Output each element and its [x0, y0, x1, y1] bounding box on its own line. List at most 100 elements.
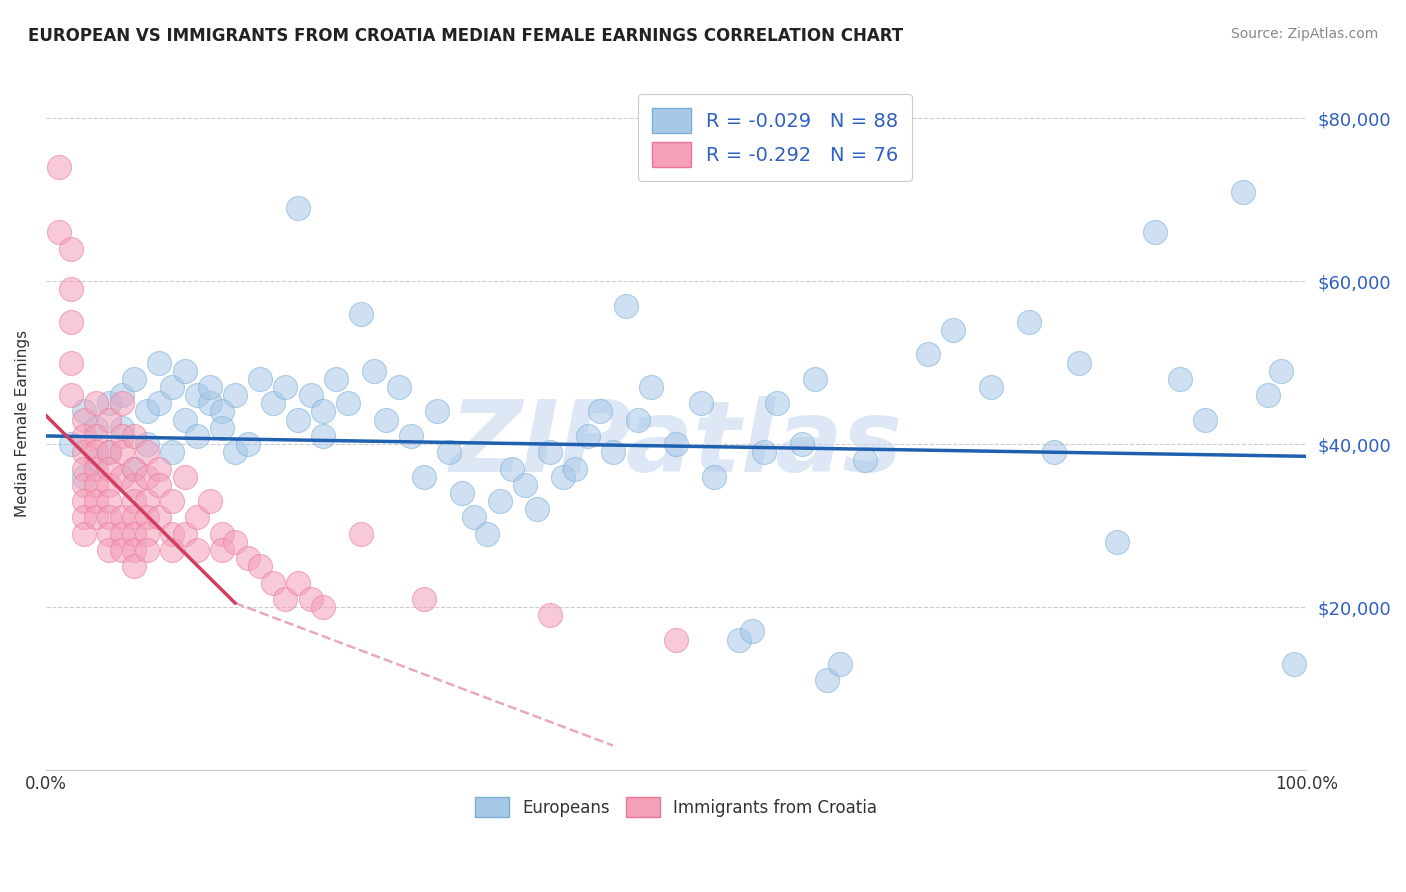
Point — [173, 364, 195, 378]
Point — [236, 437, 259, 451]
Point — [86, 421, 108, 435]
Point — [513, 478, 536, 492]
Point — [122, 461, 145, 475]
Point — [122, 372, 145, 386]
Point — [60, 388, 83, 402]
Point — [526, 502, 548, 516]
Point — [73, 494, 96, 508]
Point — [211, 404, 233, 418]
Point — [86, 461, 108, 475]
Point — [198, 380, 221, 394]
Point — [287, 201, 309, 215]
Point — [98, 510, 121, 524]
Point — [413, 469, 436, 483]
Point — [450, 486, 472, 500]
Point — [86, 396, 108, 410]
Point — [274, 380, 297, 394]
Point — [551, 469, 574, 483]
Point — [488, 494, 510, 508]
Point — [274, 591, 297, 606]
Point — [211, 543, 233, 558]
Point — [173, 412, 195, 426]
Point — [325, 372, 347, 386]
Point — [224, 445, 246, 459]
Point — [110, 396, 132, 410]
Point — [148, 478, 170, 492]
Text: ZIPatlas: ZIPatlas — [450, 396, 903, 493]
Point — [754, 445, 776, 459]
Point — [665, 632, 688, 647]
Point — [60, 282, 83, 296]
Point — [122, 429, 145, 443]
Point — [110, 421, 132, 435]
Point — [388, 380, 411, 394]
Point — [135, 469, 157, 483]
Point — [122, 461, 145, 475]
Point — [86, 445, 108, 459]
Point — [98, 494, 121, 508]
Point — [110, 510, 132, 524]
Point — [1194, 412, 1216, 426]
Point — [135, 437, 157, 451]
Point — [690, 396, 713, 410]
Point — [186, 429, 208, 443]
Point — [110, 429, 132, 443]
Point — [790, 437, 813, 451]
Point — [122, 494, 145, 508]
Point — [1168, 372, 1191, 386]
Point — [337, 396, 360, 410]
Point — [86, 494, 108, 508]
Point — [350, 526, 373, 541]
Point — [60, 356, 83, 370]
Point — [1018, 315, 1040, 329]
Point — [224, 534, 246, 549]
Point — [173, 526, 195, 541]
Point — [703, 469, 725, 483]
Point — [439, 445, 461, 459]
Point — [160, 380, 183, 394]
Point — [728, 632, 751, 647]
Point — [122, 559, 145, 574]
Point — [1043, 445, 1066, 459]
Point — [110, 543, 132, 558]
Point — [110, 526, 132, 541]
Point — [312, 404, 335, 418]
Point — [198, 494, 221, 508]
Point — [211, 526, 233, 541]
Point — [73, 469, 96, 483]
Point — [917, 347, 939, 361]
Point — [741, 624, 763, 639]
Point — [73, 445, 96, 459]
Point — [413, 591, 436, 606]
Point — [148, 396, 170, 410]
Point — [135, 510, 157, 524]
Point — [287, 412, 309, 426]
Point — [1232, 185, 1254, 199]
Point — [198, 396, 221, 410]
Point — [614, 299, 637, 313]
Point — [665, 437, 688, 451]
Point — [401, 429, 423, 443]
Point — [312, 429, 335, 443]
Point — [299, 388, 322, 402]
Point — [501, 461, 523, 475]
Point — [135, 494, 157, 508]
Point — [98, 526, 121, 541]
Point — [122, 526, 145, 541]
Point — [249, 559, 271, 574]
Point — [160, 543, 183, 558]
Point — [287, 575, 309, 590]
Point — [1257, 388, 1279, 402]
Point — [1143, 225, 1166, 239]
Point — [60, 437, 83, 451]
Point — [48, 160, 70, 174]
Point — [110, 445, 132, 459]
Point — [627, 412, 650, 426]
Point — [86, 510, 108, 524]
Point — [135, 445, 157, 459]
Point — [160, 494, 183, 508]
Point — [122, 478, 145, 492]
Point — [853, 453, 876, 467]
Point — [86, 429, 108, 443]
Point — [602, 445, 624, 459]
